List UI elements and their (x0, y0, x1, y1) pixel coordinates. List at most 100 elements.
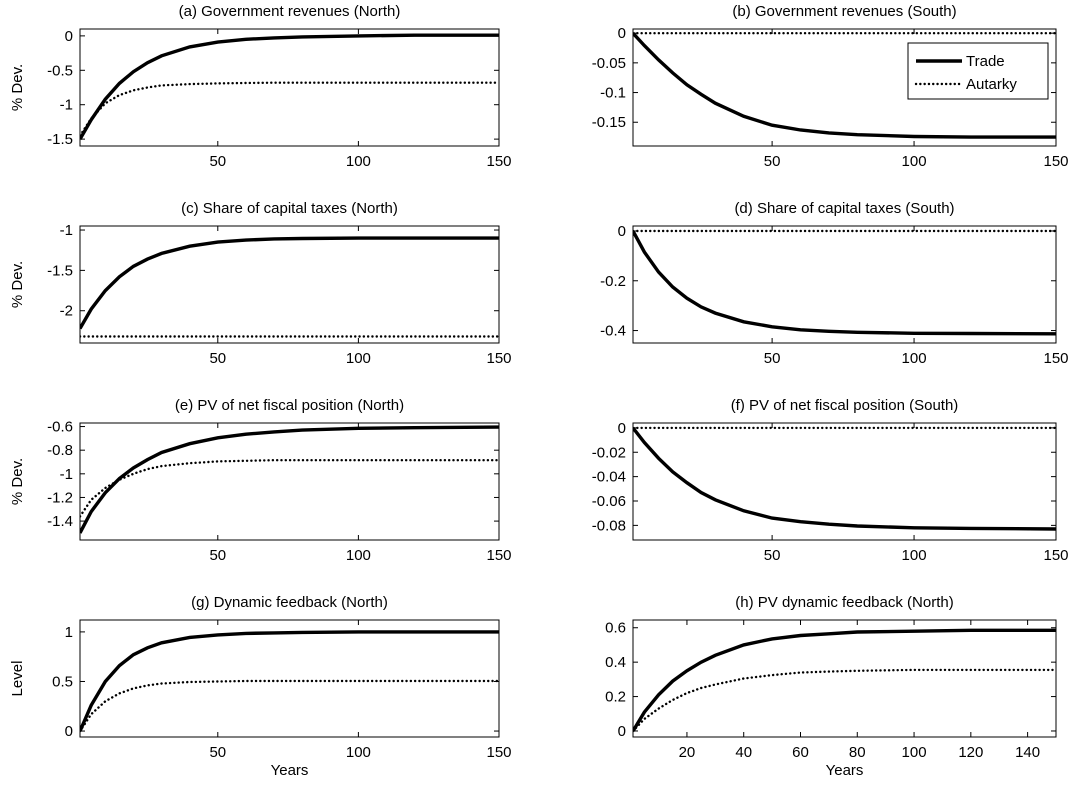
series-line-trade (633, 628, 1056, 732)
y-tick-label: -1.4 (47, 513, 73, 530)
y-axis-label: % Dev. (9, 261, 26, 308)
y-tick-label: -1 (60, 222, 73, 239)
x-tick-label: 50 (209, 744, 226, 761)
x-tick-label: 150 (1043, 547, 1068, 564)
y-tick-label: -1.5 (47, 131, 73, 148)
y-axis-label: % Dev. (9, 458, 26, 505)
y-tick-label: 0 (618, 420, 626, 437)
panel-title: (c) Share of capital taxes (North) (181, 200, 398, 217)
y-tick-label: 0 (65, 723, 73, 740)
series-line-autarky (80, 459, 499, 518)
x-tick-label: 150 (486, 547, 511, 564)
plot-area (79, 422, 500, 541)
y-tick-label: 0.2 (605, 689, 626, 706)
x-tick-label: 50 (764, 350, 781, 367)
x-tick-label: 150 (486, 744, 511, 761)
y-tick-label: 0.6 (605, 620, 626, 637)
y-tick-label: -0.08 (592, 517, 626, 534)
y-tick-label: -0.06 (592, 493, 626, 510)
x-tick-label: 50 (764, 153, 781, 170)
x-tick-label: 20 (679, 744, 696, 761)
panel-b: (b) Government revenues (South) 50 100 150 0… (592, 3, 1069, 170)
legend-label-autarky: Autarky (966, 76, 1017, 93)
panel-title: (d) Share of capital taxes (South) (734, 200, 954, 217)
y-tick-label: 0 (618, 723, 626, 740)
panel-title: (e) PV of net fiscal position (North) (175, 397, 404, 414)
x-tick-label: 100 (902, 350, 927, 367)
x-tick-label: 150 (1043, 153, 1068, 170)
y-axis-label: Level (9, 661, 26, 697)
x-axis-label: Years (826, 762, 864, 779)
y-tick-label: 0.5 (52, 673, 73, 690)
series-line-autarky (633, 668, 1056, 733)
plot-area (632, 422, 1057, 541)
x-tick-label: 50 (209, 153, 226, 170)
panel-h: (h) PV dynamic feedback (North) Years 20 40… (605, 594, 1057, 779)
series-line-trade (80, 33, 499, 140)
y-tick-label: -1 (60, 466, 73, 483)
y-tick-label: 0 (65, 28, 73, 45)
legend: Trade Autarky (907, 42, 1049, 100)
x-tick-label: 80 (849, 744, 866, 761)
x-tick-label: 100 (346, 547, 371, 564)
x-tick-label: 140 (1015, 744, 1040, 761)
x-tick-label: 100 (902, 153, 927, 170)
series-line-trade (80, 236, 499, 330)
series-line-trade (633, 32, 1056, 139)
y-tick-label: -0.1 (600, 85, 626, 102)
panel-title: (h) PV dynamic feedback (North) (735, 594, 953, 611)
y-tick-label: -0.04 (592, 469, 626, 486)
x-tick-label: 50 (764, 547, 781, 564)
panel-title: (b) Government revenues (South) (732, 3, 956, 20)
y-tick-label: 1 (65, 624, 73, 641)
panel-g: (g) Dynamic feedback (North) Level Years 50… (9, 594, 512, 779)
x-axis-label: Years (271, 762, 309, 779)
plot-area (79, 28, 500, 147)
panel-title: (g) Dynamic feedback (North) (191, 594, 388, 611)
x-tick-label: 100 (346, 153, 371, 170)
y-tick-label: -1.5 (47, 262, 73, 279)
legend-box (907, 42, 1049, 100)
x-tick-label: 60 (792, 744, 809, 761)
x-tick-label: 150 (1043, 350, 1068, 367)
x-tick-label: 100 (346, 350, 371, 367)
y-axis-label: % Dev. (9, 64, 26, 111)
panel-f: (f) PV of net fiscal position (South) 50 1… (592, 397, 1069, 564)
y-tick-label: -0.05 (592, 55, 626, 72)
plot-area (632, 225, 1057, 344)
x-tick-label: 50 (209, 547, 226, 564)
y-tick-label: 0 (618, 223, 626, 240)
panel-d: (d) Share of capital taxes (South) 50 100 1… (600, 200, 1068, 367)
series-line-trade (633, 230, 1056, 336)
series-line-trade (80, 425, 499, 534)
series-line-trade (80, 630, 499, 732)
y-tick-label: -0.15 (592, 114, 626, 131)
x-tick-label: 100 (346, 744, 371, 761)
y-tick-label: -0.5 (47, 62, 73, 79)
series-line-autarky (80, 81, 499, 137)
x-tick-label: 40 (735, 744, 752, 761)
series-line-trade (633, 426, 1056, 531)
x-tick-label: 50 (209, 350, 226, 367)
y-tick-label: -1.2 (47, 489, 73, 506)
y-tick-label: -0.6 (47, 419, 73, 436)
y-tick-label: 0 (618, 25, 626, 42)
y-tick-label: 0.4 (605, 654, 626, 671)
x-tick-label: 120 (958, 744, 983, 761)
y-tick-label: -0.02 (592, 444, 626, 461)
plot-area (632, 28, 1057, 147)
plot-area (79, 619, 500, 738)
y-tick-label: -0.2 (600, 273, 626, 290)
y-tick-label: -0.4 (600, 323, 626, 340)
x-tick-label: 150 (486, 153, 511, 170)
x-tick-label: 100 (902, 744, 927, 761)
panel-e: (e) PV of net fiscal position (North) % D… (9, 397, 512, 564)
plot-area (79, 225, 500, 344)
y-tick-label: -2 (60, 303, 73, 320)
panel-title: (f) PV of net fiscal position (South) (731, 397, 959, 414)
y-tick-label: -1 (60, 97, 73, 114)
panel-a: (a) Government revenues (North) % Dev. 50 1… (9, 3, 512, 170)
plot-area (632, 619, 1057, 738)
x-tick-label: 100 (902, 547, 927, 564)
